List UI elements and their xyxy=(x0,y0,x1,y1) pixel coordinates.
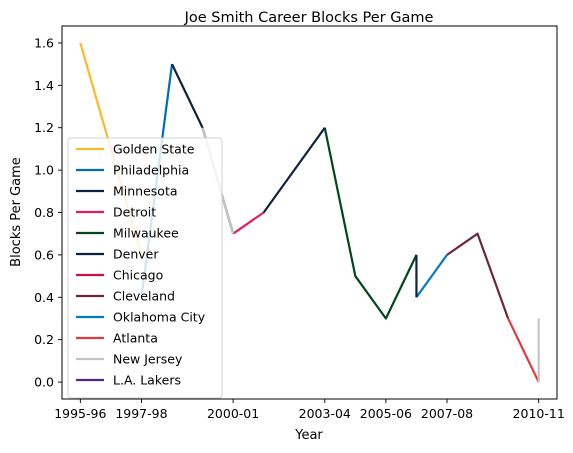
y-tick-label: 1.0 xyxy=(34,163,54,178)
legend-label-minnesota: Minnesota xyxy=(113,184,178,199)
x-tick-label: 2005-06 xyxy=(360,406,412,421)
legend-label-detroit: Detroit xyxy=(113,205,156,220)
legend-label-new-jersey: New Jersey xyxy=(113,352,183,367)
x-tick-label: 2000-01 xyxy=(207,406,259,421)
x-axis-ticks: 1995-96 1997-98 2000-01 2003-04 2005-06 2007-… xyxy=(54,399,565,421)
y-axis-label: Blocks Per Game xyxy=(9,157,24,267)
series-line-denver xyxy=(262,127,326,214)
x-axis-label: Year xyxy=(294,428,323,443)
x-tick-label: 2007-08 xyxy=(421,406,473,421)
legend-label-chicago: Chicago xyxy=(113,268,163,283)
legend-label-golden-state: Golden State xyxy=(113,142,195,157)
y-tick-label: 1.6 xyxy=(34,35,54,50)
legend: Golden State Philadelphia Minnesota Detroit… xyxy=(67,137,223,399)
legend-label-milwaukee: Milwaukee xyxy=(113,226,179,241)
legend-label-cleveland: Cleveland xyxy=(113,289,175,304)
series-line-cleveland xyxy=(446,232,510,319)
legend-box xyxy=(67,137,223,399)
y-tick-label: 0.8 xyxy=(34,205,54,220)
y-axis-ticks: 0.0 0.2 0.4 0.6 0.8 1.0 1.2 1.4 1.6 xyxy=(34,35,62,390)
y-tick-label: 1.4 xyxy=(34,78,54,93)
x-tick-label: 1997-98 xyxy=(115,406,167,421)
x-tick-label: 2003-04 xyxy=(299,406,351,421)
y-tick-label: 0.4 xyxy=(34,290,54,305)
legend-label-atlanta: Atlanta xyxy=(113,331,158,346)
series-line-milwaukee xyxy=(323,127,418,320)
y-tick-label: 0.0 xyxy=(34,375,54,390)
series-line-detroit xyxy=(232,211,265,235)
legend-label-oklahoma-city: Oklahoma City xyxy=(113,310,206,325)
series-line-oklahoma-city xyxy=(415,254,448,298)
x-tick-label: 2010-11 xyxy=(513,406,565,421)
y-tick-label: 1.2 xyxy=(34,120,54,135)
series-line-atlanta xyxy=(507,317,540,383)
legend-label-philadelphia: Philadelphia xyxy=(113,163,189,178)
legend-label-l-a-lakers: L.A. Lakers xyxy=(113,373,181,388)
y-tick-label: 0.6 xyxy=(34,247,54,262)
y-tick-label: 0.2 xyxy=(34,332,54,347)
chart-title: Joe Smith Career Blocks Per Game xyxy=(184,10,434,26)
x-tick-label: 1995-96 xyxy=(54,406,106,421)
legend-label-denver: Denver xyxy=(113,247,159,262)
